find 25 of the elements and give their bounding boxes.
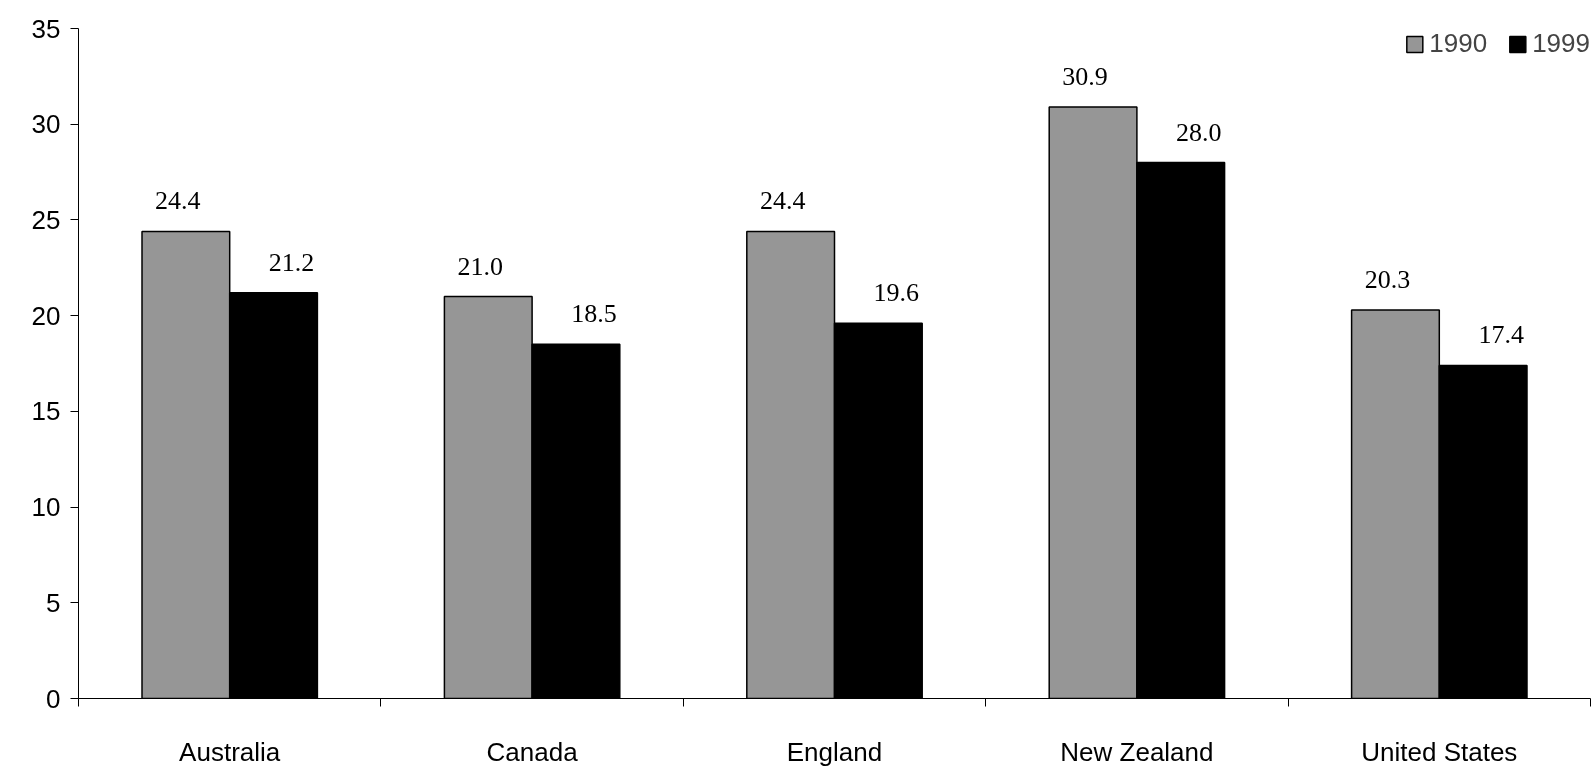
y-tick-label: 15 bbox=[31, 396, 61, 427]
x-tick-label: New Zealand bbox=[1060, 736, 1214, 767]
data-label: 24.4 bbox=[155, 186, 201, 216]
y-tick-label: 25 bbox=[31, 204, 61, 235]
y-tick-label: 10 bbox=[31, 492, 61, 523]
x-tick-label: Australia bbox=[179, 736, 281, 767]
legend-label: 1999 bbox=[1532, 28, 1590, 59]
data-label: 30.9 bbox=[1062, 61, 1108, 91]
x-tick-label: Canada bbox=[486, 736, 579, 767]
legend-label: 1990 bbox=[1429, 28, 1488, 59]
data-label: 28.0 bbox=[1176, 117, 1222, 147]
data-label: 17.4 bbox=[1478, 320, 1524, 350]
data-label: 21.2 bbox=[268, 247, 315, 277]
data-label: 24.4 bbox=[759, 186, 806, 216]
y-tick-label: 35 bbox=[31, 13, 61, 44]
y-tick-label: 20 bbox=[31, 300, 61, 331]
x-tick-label: England bbox=[786, 736, 883, 767]
x-tick-label: United States bbox=[1361, 736, 1518, 767]
data-label: 18.5 bbox=[571, 299, 617, 329]
data-label: 19.6 bbox=[873, 278, 920, 308]
y-tick-label: 0 bbox=[46, 683, 61, 714]
data-label: 20.3 bbox=[1364, 264, 1411, 294]
y-tick-label: 5 bbox=[46, 587, 61, 618]
data-label: 21.0 bbox=[457, 251, 503, 281]
y-tick-label: 30 bbox=[31, 109, 61, 140]
